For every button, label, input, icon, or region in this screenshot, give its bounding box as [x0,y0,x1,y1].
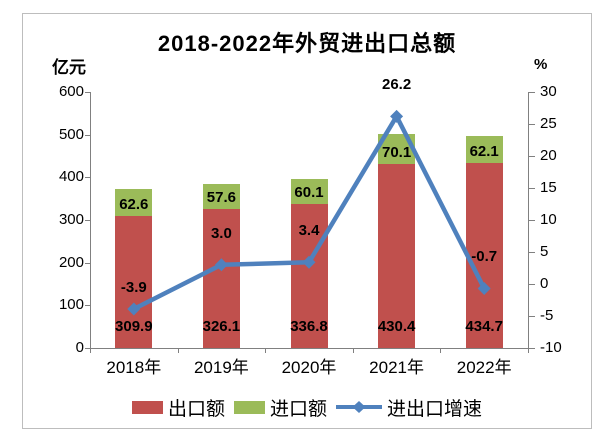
import-value-label: 60.1 [294,184,324,202]
legend-item-import: 进口额 [233,394,327,421]
right-axis-tick [529,220,535,221]
x-axis-tick [528,348,529,353]
export-value-label: 336.8 [290,318,328,335]
x-axis-tick [440,348,442,353]
right-axis-tick [529,284,535,285]
right-axis-tick-label: 30 [540,83,557,100]
right-axis-tick-label: -5 [540,307,554,324]
left-axis-tick [85,262,90,264]
right-axis-tick [529,156,535,157]
growth-line-sample [336,401,382,413]
right-axis-tick-label: 20 [540,147,557,164]
import-value-label: 70.1 [381,144,412,162]
x-axis-label: 2018年 [106,358,162,377]
right-axis-tick [529,252,535,253]
legend-label-growth: 进出口增速 [387,398,483,420]
legend-item-growth: 进出口增速 [336,394,482,421]
left-axis-tick [85,134,90,136]
growth-value-label: -0.7 [471,248,498,266]
import-swatch [233,400,265,414]
right-axis-tick-label: 15 [540,179,557,196]
right-axis-tick-label: 5 [540,243,549,260]
left-axis-tick [85,92,90,93]
import-value-label: 62.1 [469,142,499,160]
export-value-label: 309.9 [115,318,153,335]
left-axis-tick-label: 400 [58,168,84,186]
chart-title: 2018-2022年外贸进出口总额 [157,31,457,56]
right-axis-tick [529,124,535,125]
export-value-label: 430.4 [377,318,416,335]
left-axis-line [90,92,91,353]
import-value-label: 62.6 [119,195,149,213]
chart-border [22,13,592,429]
right-axis-tick [529,316,535,317]
x-axis-label: 2020年 [281,358,337,377]
right-axis-line [528,92,529,353]
right-axis-unit: % [534,56,548,73]
export-value-label: 434.7 [465,318,503,335]
left-axis-tick [85,305,90,307]
left-axis-tick-label: 600 [58,83,84,100]
left-axis-tick-label: 200 [58,253,84,271]
growth-value-label: 3.0 [210,224,232,242]
x-axis-label: 2019年 [193,358,249,377]
right-axis-tick [529,188,535,189]
x-axis-tick [177,348,179,353]
left-axis-tick-label: 0 [75,339,84,356]
right-axis-tick-label: 25 [540,115,557,132]
x-axis-line [90,348,529,349]
x-axis-tick [352,348,354,353]
left-axis-tick [85,177,90,179]
legend-label-export: 出口额 [167,398,225,420]
x-axis-label: 2021年 [369,358,424,377]
growth-value-label: 26.2 [381,76,412,94]
right-axis-tick-label: 0 [540,275,549,292]
legend: 出口额 进口额 进出口增速 [22,394,592,420]
right-axis-tick-label: 10 [540,211,557,228]
left-axis-tick-label: 100 [58,296,84,314]
left-axis-tick-label: 500 [58,125,84,143]
export-value-label: 326.1 [202,318,241,335]
export-swatch [131,400,163,414]
right-axis-tick [529,92,535,93]
import-value-label: 57.6 [206,188,236,206]
legend-item-export: 出口额 [131,394,225,421]
left-axis-tick [85,220,90,221]
left-axis-unit: 亿元 [52,58,86,77]
x-axis-tick [90,348,91,353]
x-axis-tick [265,348,267,353]
growth-value-label: 3.4 [298,222,320,240]
right-axis-tick [529,348,535,349]
x-axis-label: 2022年 [456,358,512,377]
left-axis-tick [85,348,90,349]
left-axis-tick-label: 300 [58,211,84,228]
right-axis-tick-label: -10 [540,339,562,356]
growth-value-label: -3.9 [120,278,147,296]
legend-label-import: 进口额 [269,398,327,420]
